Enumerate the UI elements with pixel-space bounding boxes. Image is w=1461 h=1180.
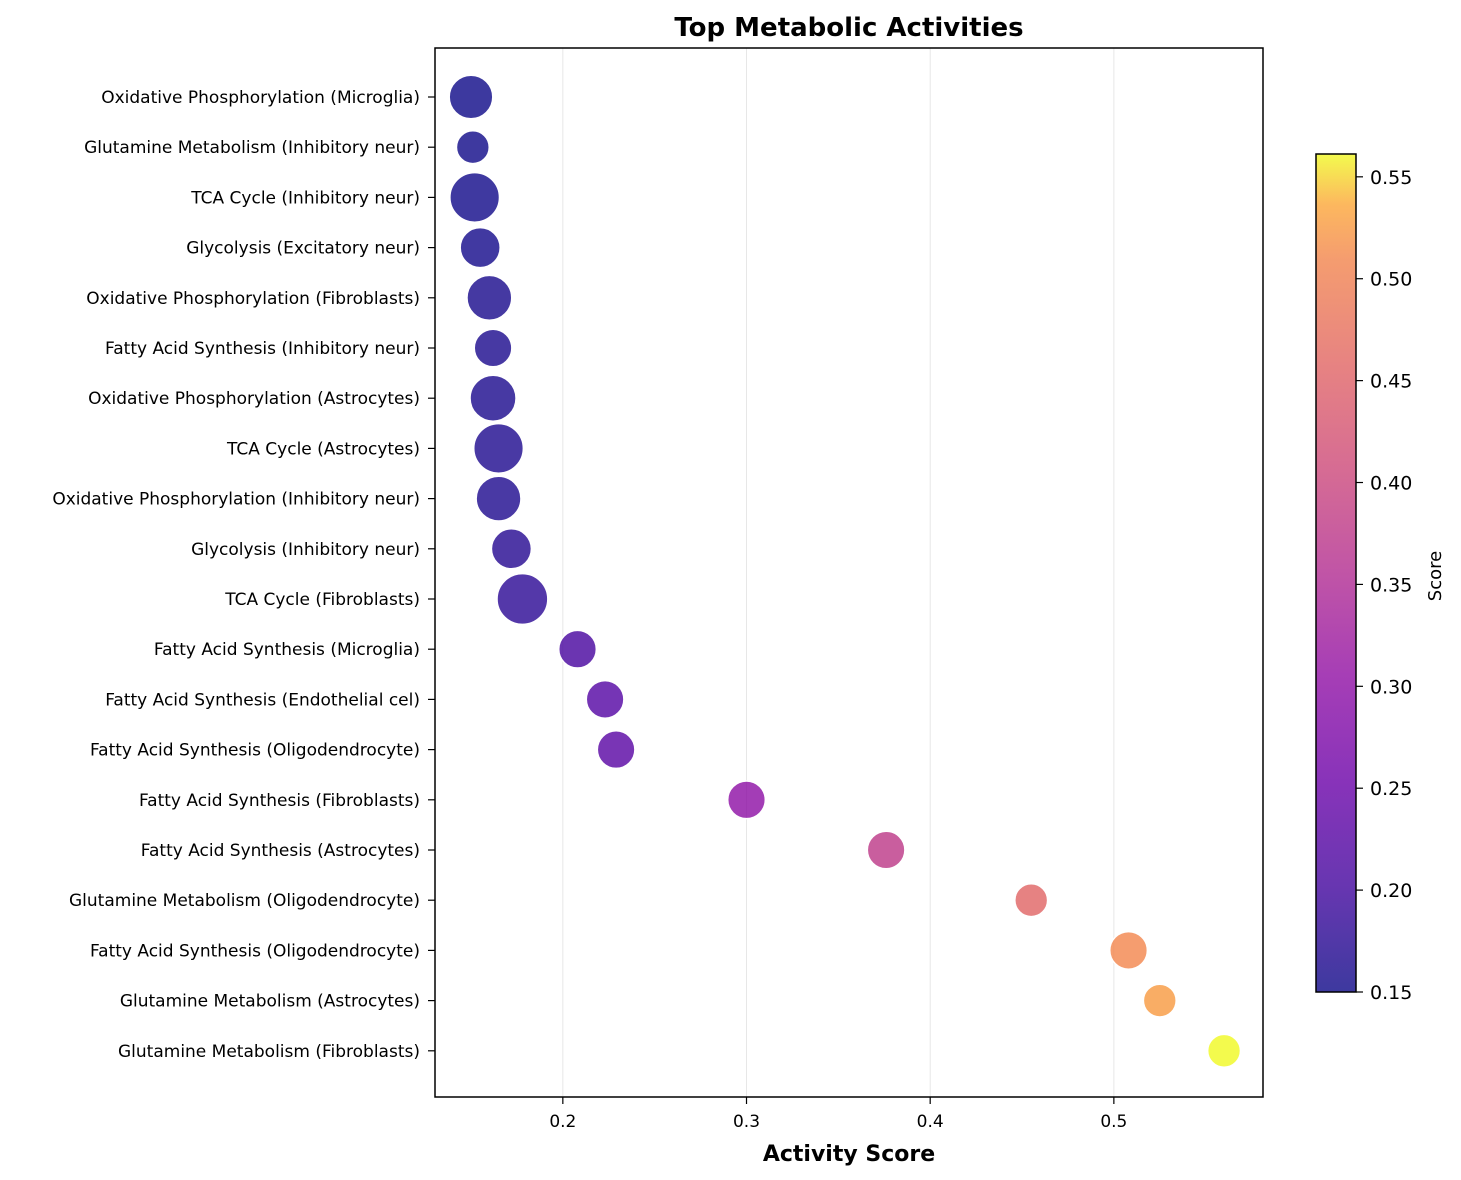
plot-frame — [434, 47, 1264, 1098]
y-category-label: Fatty Acid Synthesis (Astrocytes) — [141, 841, 420, 861]
y-category-label: Glutamine Metabolism (Astrocytes) — [120, 992, 420, 1012]
data-point — [1109, 930, 1149, 970]
data-point — [596, 730, 636, 770]
colorbar-tick-label: 0.30 — [1370, 676, 1412, 698]
y-category-label: Fatty Acid Synthesis (Inhibitory neur) — [105, 339, 420, 359]
colorbar-ticks: 0.15 0.20 0.25 0.30 0.35 0.40 0.45 0.50 0.55 — [1356, 167, 1412, 1004]
data-point — [448, 74, 494, 120]
y-axis-categories: Oxidative Phosphorylation (Microglia) Glu… — [52, 88, 435, 1062]
y-category-label: Fatty Acid Synthesis (Endothelial cel) — [105, 690, 420, 710]
x-tick-label: 0.3 — [733, 1112, 760, 1132]
colorbar-tick-label: 0.55 — [1370, 167, 1412, 189]
colorbar-tick-label: 0.35 — [1370, 574, 1412, 596]
x-tick-label: 0.4 — [917, 1112, 944, 1132]
colorbar-tick-label: 0.40 — [1370, 473, 1412, 495]
data-point — [459, 226, 501, 269]
data-point — [475, 475, 522, 522]
data-point — [469, 374, 517, 422]
data-points — [448, 74, 1242, 1068]
y-category-label: Glutamine Metabolism (Oligodendrocyte) — [69, 891, 420, 911]
data-point — [449, 171, 501, 223]
y-category-label: TCA Cycle (Fibroblasts) — [224, 590, 420, 610]
y-category-label: TCA Cycle (Inhibitory neur) — [190, 188, 420, 208]
y-category-label: Fatty Acid Synthesis (Fibroblasts) — [139, 791, 420, 811]
colorbar-tick-label: 0.25 — [1370, 778, 1412, 800]
y-category-label: Oxidative Phosphorylation (Astrocytes) — [88, 389, 420, 409]
data-point — [496, 572, 549, 626]
data-point — [866, 830, 906, 870]
colorbar-tick-label: 0.20 — [1370, 880, 1412, 902]
data-point — [490, 528, 533, 570]
y-category-label: Glycolysis (Excitatory neur) — [186, 239, 420, 259]
colorbar-frame — [1315, 153, 1357, 993]
colorbar: 0.15 0.20 0.25 0.30 0.35 0.40 0.45 0.50 0.55 Sco… — [1315, 153, 1446, 1004]
colorbar-tick-label: 0.15 — [1370, 982, 1412, 1004]
y-category-label: TCA Cycle (Astrocytes) — [226, 439, 420, 459]
x-tick-label: 0.5 — [1100, 1112, 1127, 1132]
data-point — [1014, 883, 1049, 918]
colorbar-tick-label: 0.50 — [1370, 269, 1412, 291]
data-point — [455, 130, 490, 165]
y-category-label: Glutamine Metabolism (Inhibitory neur) — [84, 138, 420, 158]
data-point — [466, 274, 513, 321]
y-category-label: Oxidative Phosphorylation (Fibroblasts) — [86, 289, 420, 309]
y-category-label: Fatty Acid Synthesis (Oligodendrocyte) — [90, 941, 420, 961]
x-tick-label: 0.2 — [549, 1112, 576, 1132]
x-axis-ticks: 0.2 0.3 0.4 0.5 — [549, 1097, 1127, 1132]
grid — [562, 48, 1115, 1097]
y-category-label: Glycolysis (Inhibitory neur) — [191, 540, 420, 560]
data-point — [1142, 983, 1177, 1018]
data-point — [473, 422, 525, 474]
y-category-label: Fatty Acid Synthesis (Oligodendrocyte) — [90, 741, 420, 761]
y-category-label: Fatty Acid Synthesis (Microglia) — [154, 640, 420, 660]
data-point — [473, 328, 513, 368]
x-axis-label: Activity Score — [763, 1142, 935, 1167]
y-category-label: Glutamine Metabolism (Fibroblasts) — [118, 1042, 420, 1062]
data-point — [1206, 1033, 1242, 1068]
data-point — [726, 780, 767, 820]
data-point — [585, 679, 625, 719]
y-category-label: Oxidative Phosphorylation (Microglia) — [101, 88, 420, 108]
y-category-label: Oxidative Phosphorylation (Inhibitory ne… — [52, 490, 420, 510]
colorbar-tick-label: 0.45 — [1370, 371, 1412, 393]
colorbar-label: Score — [1425, 551, 1446, 601]
chart-title: Top Metabolic Activities — [674, 13, 1023, 43]
data-point — [557, 629, 598, 669]
colorbar-gradient — [1316, 154, 1356, 992]
